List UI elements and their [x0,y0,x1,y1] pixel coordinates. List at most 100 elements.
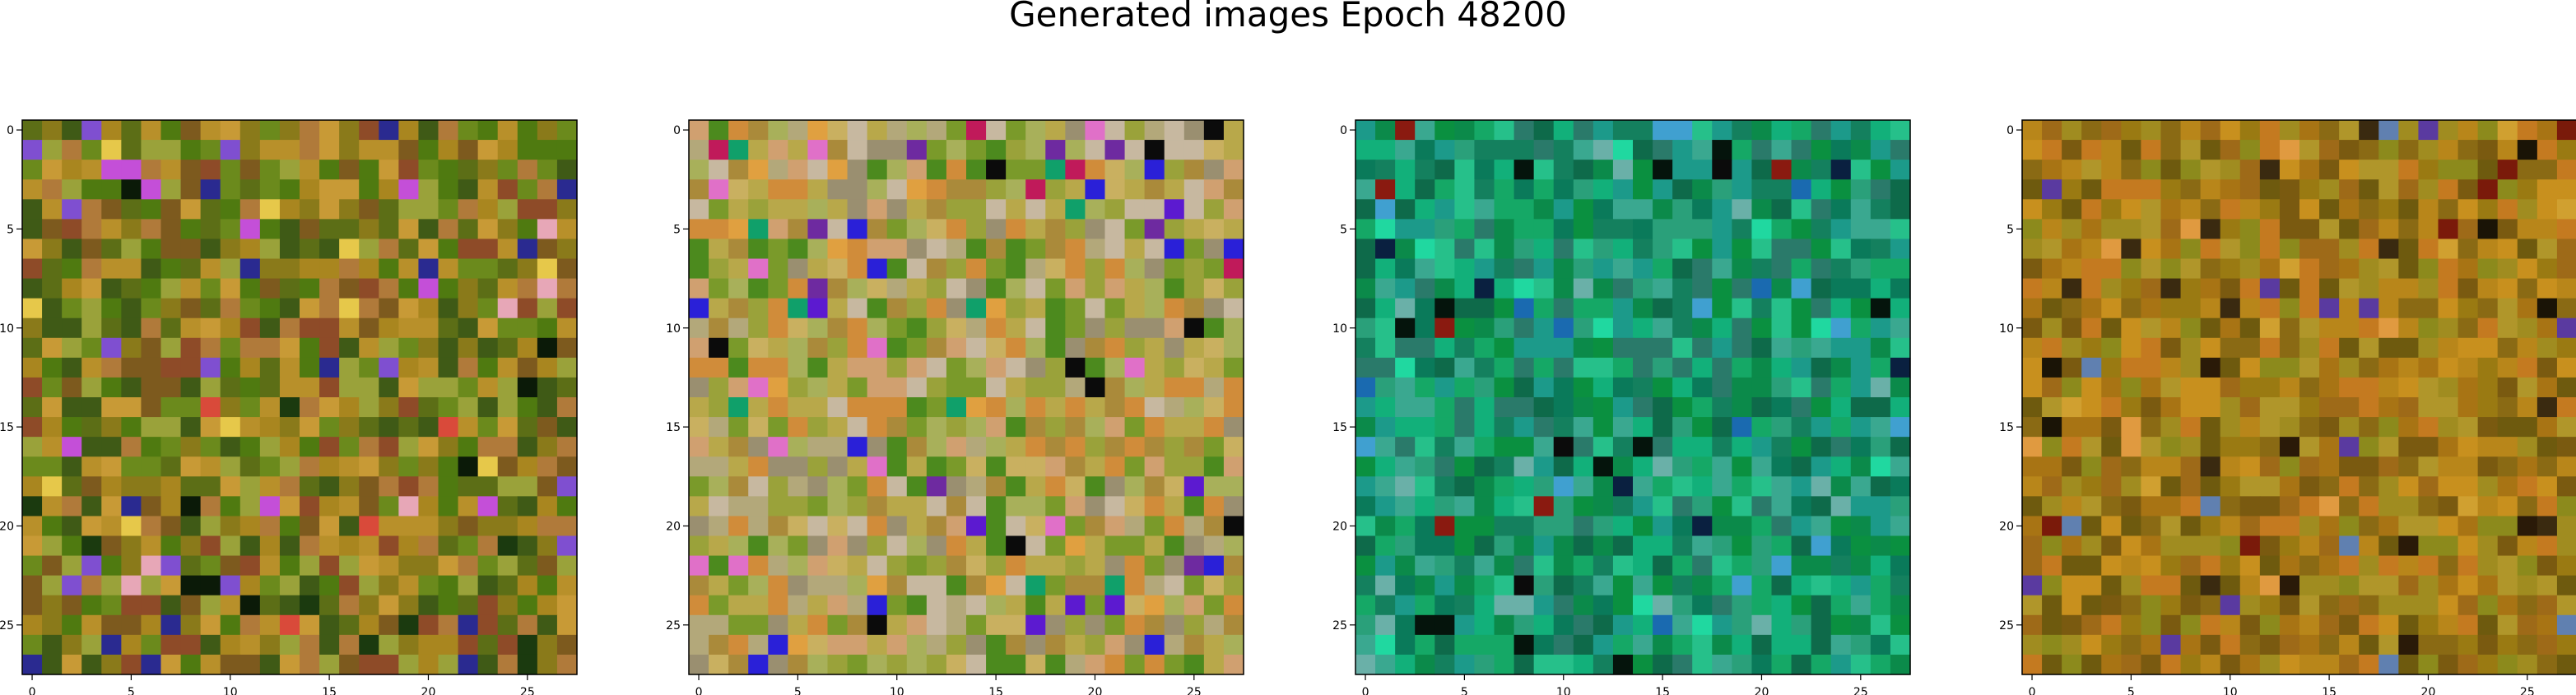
pixel-cell [1006,199,1026,220]
pixel-cell [42,437,63,457]
pixel-cell [458,239,479,260]
pixel-cell [259,397,281,418]
pixel-cell [1375,535,1396,557]
pixel-cell [2042,317,2062,339]
pixel-cell [1712,555,1732,577]
pixel-cell [946,258,967,280]
pixel-cell [339,595,360,616]
pixel-cell [141,357,162,378]
pixel-cell [1223,179,1244,200]
pixel-cell [2101,239,2122,260]
pixel-cell [709,160,729,180]
pixel-cell [1183,555,1205,577]
pixel-cell [517,317,538,339]
pixel-cell [1732,496,1753,517]
pixel-cell [2359,476,2379,497]
pixel-cell [2141,437,2162,457]
pixel-cell [1712,199,1732,220]
pixel-cell [1870,516,1891,537]
pixel-cell [2239,219,2261,240]
pixel-cell [2497,377,2518,398]
pixel-cell [1085,298,1106,319]
pixel-grid [689,120,1244,675]
pixel-cell [2339,595,2360,616]
pixel-cell [807,298,829,319]
pixel-cell [1771,555,1793,577]
pixel-cell [886,199,908,220]
pixel-cell [1653,397,1673,418]
pixel-cell [2299,278,2320,299]
pixel-cell [537,476,558,497]
pixel-cell [1672,417,1693,438]
pixel-cell [748,654,769,675]
pixel-cell [1415,555,1435,577]
pixel-cell [1612,417,1634,438]
pixel-cell [537,298,558,319]
pixel-cell [966,298,987,319]
pixel-cell [2160,634,2182,656]
pixel-cell [1830,258,1852,280]
pixel-cell [1045,555,1066,577]
pixel-cell [101,437,122,457]
pixel-cell [1791,417,1812,438]
pixel-cell [2141,317,2162,339]
pixel-cell [556,614,578,636]
y-tick-label: 20 [666,520,681,533]
pixel-cell [867,298,888,319]
pixel-cell [359,160,379,180]
pixel-cell [1183,417,1205,438]
pixel-cell [768,179,788,200]
pixel-cell [1811,456,1832,477]
pixel-cell [2359,337,2379,359]
pixel-cell [398,298,420,319]
pixel-cell [1085,219,1106,240]
pixel-cell [2536,575,2558,596]
pixel-cell [966,417,987,438]
pixel-cell [556,397,578,418]
pixel-cell [220,377,241,398]
pixel-cell [2200,239,2221,260]
pixel-cell [1494,417,1515,438]
pixel-cell [1850,278,1872,299]
pixel-cell [1751,258,1773,280]
pixel-cell [1474,496,1495,517]
pixel-cell [556,555,578,577]
pixel-cell [2160,614,2182,636]
pixel-cell [2121,555,2142,577]
pixel-cell [2339,317,2360,339]
pixel-cell [2160,317,2182,339]
pixel-cell [1870,160,1891,180]
pixel-cell [886,456,908,477]
pixel-cell [1692,634,1713,656]
pixel-cell [141,199,162,220]
pixel-cell [906,179,928,200]
pixel-cell [1006,140,1026,160]
pixel-cell [807,317,829,339]
pixel-cell [1203,654,1225,675]
pixel-cell [1672,298,1693,319]
pixel-cell [141,140,162,160]
pixel-cell [1395,437,1416,457]
pixel-cell [1183,654,1205,675]
pixel-cell [1672,140,1693,160]
pixel-cell [788,120,809,141]
pixel-cell [1223,476,1244,497]
pixel-cell [141,614,162,636]
pixel-cell [556,298,578,319]
pixel-cell [556,317,578,339]
pixel-cell [160,634,182,656]
pixel-cell [2239,595,2261,616]
pixel-cell [886,476,908,497]
pixel-cell [2141,535,2162,557]
pixel-cell [1712,179,1732,200]
pixel-cell [2220,278,2241,299]
pixel-cell [2239,317,2261,339]
pixel-cell [1712,437,1732,457]
pixel-cell [1144,575,1165,596]
pixel-cell [141,219,162,240]
pixel-cell [2418,496,2439,517]
pixel-cell [1712,140,1732,160]
pixel-cell [359,516,379,537]
pixel-cell [2200,278,2221,299]
pixel-cell [1653,595,1673,616]
